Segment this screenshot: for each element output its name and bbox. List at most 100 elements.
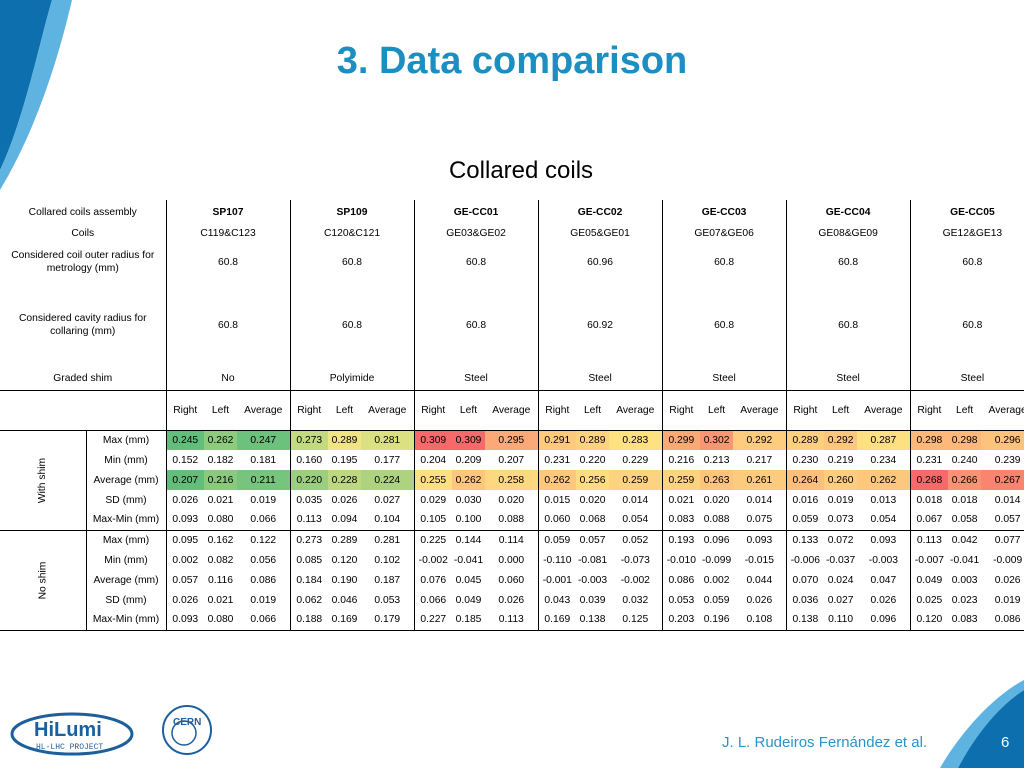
value-cell: 0.085 xyxy=(289,550,329,570)
value-cell: 0.096 xyxy=(700,529,734,550)
value-cell: 0.046 xyxy=(331,594,358,606)
value-cell: 0.021 xyxy=(207,494,234,506)
value-cell: 0.291 xyxy=(537,429,577,450)
assembly-name: GE-CC04 xyxy=(785,200,911,224)
graded-shim-value: Steel xyxy=(413,368,539,390)
value-cell: 0.144 xyxy=(452,529,486,550)
value-cell: 0.029 xyxy=(413,490,453,510)
metric-label: Min (mm) xyxy=(85,550,167,570)
value-cell: 0.067 xyxy=(909,510,949,530)
value-cell: 0.162 xyxy=(204,529,238,550)
value-cell: 0.083 xyxy=(948,610,982,631)
value-cell: 0.259 xyxy=(609,470,663,490)
outer-radius-value: 60.96 xyxy=(537,242,663,282)
value-cell: 0.216 xyxy=(204,470,238,490)
value-cell: 0.292 xyxy=(824,429,858,450)
value-cell: -0.001 xyxy=(537,570,577,590)
value-cell: -0.003 xyxy=(868,554,898,566)
row-header-coils: Coils xyxy=(71,227,95,239)
value-cell: 0.047 xyxy=(870,574,897,586)
value-cell: 0.024 xyxy=(827,574,854,586)
value-cell: 0.062 xyxy=(289,590,329,610)
value-cell: 0.020 xyxy=(498,494,525,506)
outer-radius-value: 60.8 xyxy=(661,242,787,282)
value-cell: 0.026 xyxy=(498,594,525,606)
value-cell: 0.026 xyxy=(165,490,205,510)
value-cell: -0.110 xyxy=(537,550,577,570)
value-cell: 0.108 xyxy=(733,610,787,631)
outer-radius-value: 60.8 xyxy=(289,242,415,282)
table-row: Considered cavity radius for collaring (… xyxy=(0,282,1024,368)
table-row: Right Left Average Right Left Average Right Lef… xyxy=(0,389,1024,430)
cavity-radius-value: 60.8 xyxy=(289,282,415,368)
value-cell: 0.026 xyxy=(331,494,358,506)
value-cell: 0.224 xyxy=(361,470,415,490)
value-cell: 0.003 xyxy=(951,574,978,586)
value-cell: 0.267 xyxy=(981,470,1024,490)
value-cell: -0.003 xyxy=(577,574,608,586)
value-cell: 0.014 xyxy=(994,494,1021,506)
value-cell: 0.289 xyxy=(328,529,362,550)
value-cell: 0.169 xyxy=(537,610,577,631)
table-row: Considered coil outer radius for metrolo… xyxy=(0,242,1024,282)
cavity-radius-value: 60.8 xyxy=(785,282,911,368)
value-cell: 0.073 xyxy=(827,514,854,526)
value-cell: 0.014 xyxy=(746,494,773,506)
value-cell: 0.088 xyxy=(703,514,730,526)
value-cell: -0.037 xyxy=(826,554,856,566)
value-cell: 0.209 xyxy=(455,454,482,466)
value-cell: 0.283 xyxy=(609,429,663,450)
value-cell: 0.113 xyxy=(909,529,949,550)
value-cell: 0.018 xyxy=(951,494,978,506)
value-cell: 0.230 xyxy=(785,450,825,470)
table-row: Average (mm) 0.207 0.216 0.211 0.220 0.228 0.2… xyxy=(0,470,1024,490)
row-header-graded-shim: Graded shim xyxy=(53,373,113,385)
value-cell: 0.044 xyxy=(746,574,773,586)
value-cell: 0.026 xyxy=(746,594,773,606)
group-label-text: With shim xyxy=(37,457,49,503)
value-cell: 0.262 xyxy=(857,470,911,490)
value-cell: 0.049 xyxy=(455,594,482,606)
assembly-name: GE-CC05 xyxy=(909,200,1024,224)
value-cell: 0.281 xyxy=(361,429,415,450)
value-cell: 0.181 xyxy=(250,454,277,466)
value-cell: 0.239 xyxy=(994,454,1021,466)
assembly-name: GE-CC02 xyxy=(537,200,663,224)
sub-header-right: Right xyxy=(661,389,701,430)
cern-logo: CERN xyxy=(162,705,212,755)
value-cell: 0.076 xyxy=(413,570,453,590)
value-cell: 0.195 xyxy=(331,454,358,466)
graded-shim-value: Steel xyxy=(661,368,787,390)
value-cell: 0.207 xyxy=(165,470,205,490)
value-cell: 0.096 xyxy=(857,610,911,631)
value-cell: 0.114 xyxy=(485,529,539,550)
value-cell: 0.066 xyxy=(250,514,277,526)
sub-header-average: Average xyxy=(237,389,291,430)
value-cell: 0.258 xyxy=(485,470,539,490)
value-cell: 0.211 xyxy=(237,470,291,490)
value-cell: 0.234 xyxy=(870,454,897,466)
metric-label: SD (mm) xyxy=(85,490,167,510)
page-number: 6 xyxy=(1001,734,1010,751)
sub-header-right: Right xyxy=(909,389,949,430)
value-cell: 0.217 xyxy=(746,454,773,466)
table-row: With shim Max (mm) 0.245 0.262 0.247 0.273 0.2… xyxy=(0,429,1024,530)
value-cell: 0.193 xyxy=(661,529,701,550)
value-cell: 0.035 xyxy=(289,490,329,510)
value-cell: 0.026 xyxy=(994,574,1021,586)
comparison-table: Collared coils assembly SP107 SP109 GE-CC01… xyxy=(0,200,1024,631)
value-cell: 0.070 xyxy=(785,570,825,590)
sub-header-left: Left xyxy=(700,389,734,430)
value-cell: 0.138 xyxy=(785,610,825,631)
cavity-radius-value: 60.92 xyxy=(537,282,663,368)
value-cell: 0.263 xyxy=(700,470,734,490)
value-cell: -0.010 xyxy=(661,550,701,570)
row-header-assembly: Collared coils assembly xyxy=(28,206,137,218)
value-cell: 0.259 xyxy=(661,470,701,490)
value-cell: 0.020 xyxy=(579,494,606,506)
value-cell: 0.262 xyxy=(537,470,577,490)
value-cell: 0.027 xyxy=(827,594,854,606)
value-cell: 0.077 xyxy=(981,529,1024,550)
cavity-radius-value: 60.8 xyxy=(413,282,539,368)
value-cell: 0.190 xyxy=(331,574,358,586)
